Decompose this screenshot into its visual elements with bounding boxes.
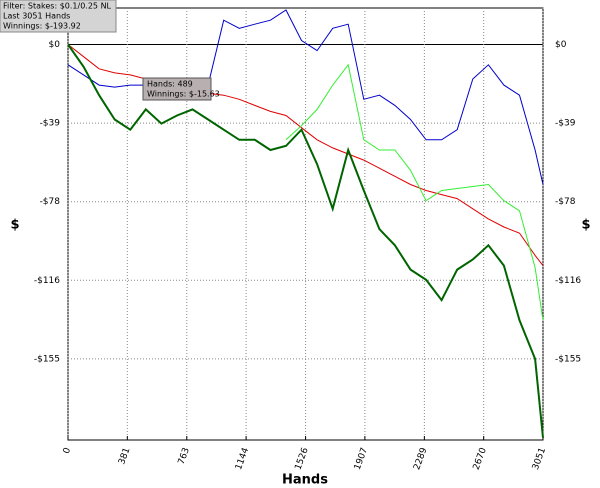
y2-tick-label: -$39	[555, 119, 576, 129]
x-tick-label: 763	[177, 446, 192, 466]
x-axis-title: Hands	[282, 473, 328, 488]
y-tick-label: -$116	[34, 276, 60, 286]
y-axis-title: $	[10, 218, 19, 233]
tooltip-winnings: Winnings: $-15.63	[147, 90, 220, 99]
y-tick-label: -$78	[40, 197, 61, 207]
header-hands: Last 3051 Hands	[3, 12, 70, 21]
x-tick-label: 2289	[412, 446, 429, 471]
x-tick-label: 3051	[531, 446, 548, 471]
y2-tick-label: -$78	[555, 197, 576, 207]
x-tick-label: 1144	[234, 446, 251, 471]
y-tick-label: -$155	[34, 354, 60, 364]
x-tick-label: 1907	[353, 446, 370, 471]
x-tick-label: 1526	[294, 446, 311, 471]
x-tick-label: 0	[62, 446, 73, 455]
header-filter: Filter: Stakes: $0.1/0.25 NL	[3, 2, 112, 11]
y2-tick-label: $0	[555, 40, 567, 50]
y-tick-label: -$39	[40, 119, 61, 129]
x-tick-label: 2670	[472, 446, 489, 471]
y2-tick-label: -$116	[555, 276, 581, 286]
y2-tick-label: -$155	[555, 354, 581, 364]
series-line	[285, 63, 544, 321]
tooltip-hands: Hands: 489	[147, 80, 193, 89]
header-box	[0, 0, 117, 33]
x-tick-label: 381	[117, 446, 132, 466]
y-tick-label: $0	[49, 40, 61, 50]
series-line	[67, 43, 544, 438]
tooltip-box	[142, 77, 212, 101]
header-winnings: Winnings: $-193.92	[3, 22, 81, 31]
y2-axis-title: $	[581, 218, 590, 233]
